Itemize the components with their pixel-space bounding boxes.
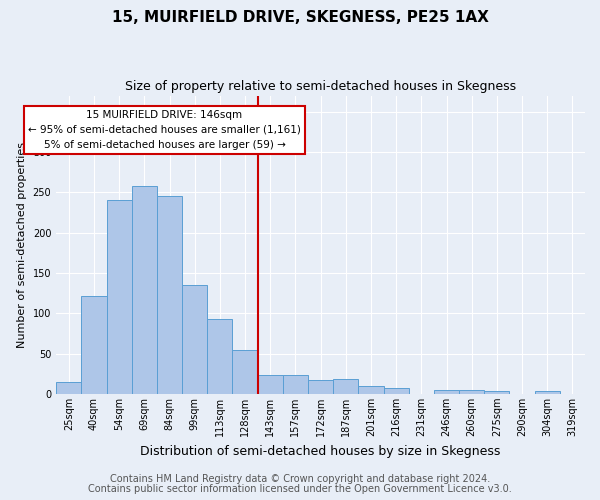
Y-axis label: Number of semi-detached properties: Number of semi-detached properties	[17, 142, 27, 348]
X-axis label: Distribution of semi-detached houses by size in Skegness: Distribution of semi-detached houses by …	[140, 444, 501, 458]
Title: Size of property relative to semi-detached houses in Skegness: Size of property relative to semi-detach…	[125, 80, 516, 93]
Text: Contains public sector information licensed under the Open Government Licence v3: Contains public sector information licen…	[88, 484, 512, 494]
Bar	[132, 186, 157, 394]
Bar	[182, 285, 208, 394]
Bar	[459, 390, 484, 394]
Bar	[232, 350, 257, 394]
Bar	[82, 296, 107, 394]
Text: Contains HM Land Registry data © Crown copyright and database right 2024.: Contains HM Land Registry data © Crown c…	[110, 474, 490, 484]
Text: 15, MUIRFIELD DRIVE, SKEGNESS, PE25 1AX: 15, MUIRFIELD DRIVE, SKEGNESS, PE25 1AX	[112, 10, 488, 25]
Bar	[107, 200, 132, 394]
Bar	[333, 380, 358, 394]
Bar	[484, 390, 509, 394]
Bar	[208, 319, 232, 394]
Bar	[257, 374, 283, 394]
Text: 15 MUIRFIELD DRIVE: 146sqm
← 95% of semi-detached houses are smaller (1,161)
5% : 15 MUIRFIELD DRIVE: 146sqm ← 95% of semi…	[28, 110, 301, 150]
Bar	[358, 386, 383, 394]
Bar	[535, 392, 560, 394]
Bar	[283, 374, 308, 394]
Bar	[308, 380, 333, 394]
Bar	[56, 382, 82, 394]
Bar	[383, 388, 409, 394]
Bar	[157, 196, 182, 394]
Bar	[434, 390, 459, 394]
